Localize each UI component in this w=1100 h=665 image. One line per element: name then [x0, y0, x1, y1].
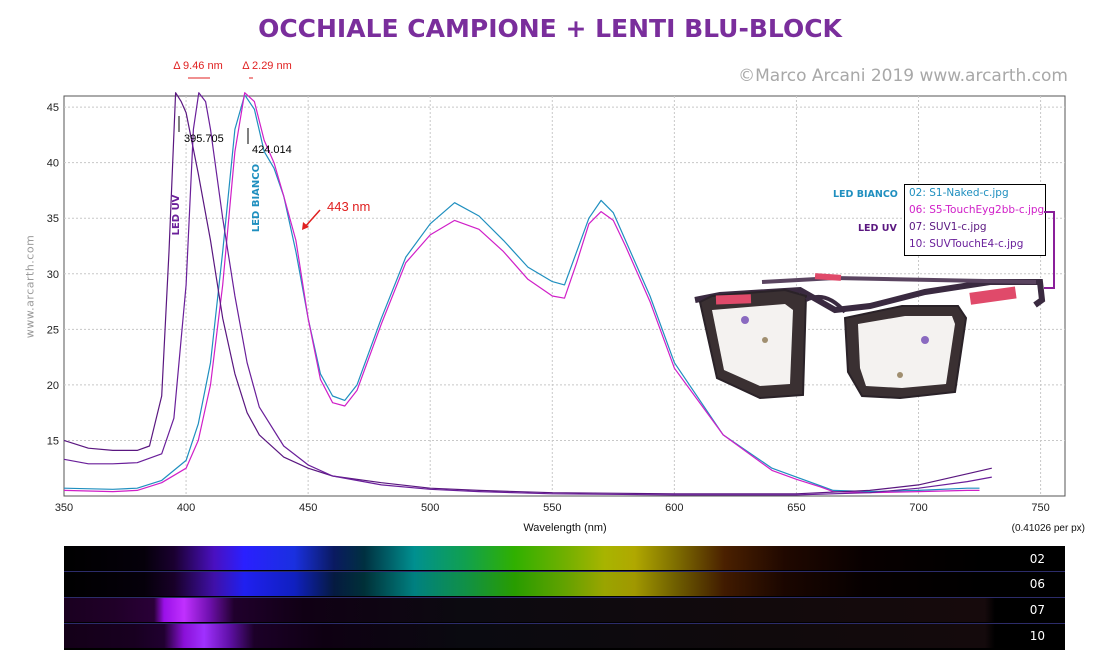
marker-443-arrowhead [302, 222, 309, 230]
legend-tag-led-bianco: LED BIANCO [833, 189, 898, 200]
x-tick-label: 750 [1031, 502, 1049, 514]
y-tick-label: 15 [47, 435, 59, 447]
copyright-text: ©Marco Arcani 2019 www.arcarth.com [738, 66, 1068, 86]
peak2-label: 424.014 [252, 144, 292, 156]
x-tick-label: 550 [543, 502, 561, 514]
x-tick-label: 700 [909, 502, 927, 514]
strip-label-06: 06 [1029, 577, 1045, 591]
y-tick-label: 40 [47, 158, 59, 170]
led-uv-vertical-label: LED UV [171, 194, 182, 235]
legend-item-02: 02: S1-Naked-c.jpg [909, 187, 1009, 199]
x-tick-label: 400 [177, 502, 195, 514]
x-tick-label: 450 [299, 502, 317, 514]
marker-443-arrow [303, 209, 321, 229]
strip-separator [64, 623, 1065, 624]
peak1-label: 395.705 [184, 133, 224, 145]
series-line-3 [63, 92, 992, 495]
spectrum-strip-06 [64, 572, 1065, 596]
spectrum-strip-07 [64, 598, 1065, 622]
y-axis-ticks: 15 20 25 30 35 40 45 [47, 102, 59, 447]
y-tick-label: 45 [47, 102, 59, 114]
resolution-note: (0.41026 per px) [1012, 523, 1085, 534]
x-axis-ticks: 350 400 450 500 550 600 650 700 750 [55, 502, 1050, 514]
x-tick-label: 350 [55, 502, 73, 514]
y-tick-label: 20 [47, 380, 59, 392]
spectrum-strips: 02 06 07 10 [64, 546, 1065, 650]
eyeglasses-illustration [694, 273, 1046, 400]
x-axis-label: Wavelength (nm) [523, 522, 606, 534]
strip-separator [64, 571, 1065, 572]
strip-separator [64, 597, 1065, 598]
strip-label-10: 10 [1029, 629, 1045, 643]
strip-label-02: 02 [1029, 552, 1045, 566]
legend-tag-led-uv: LED UV [858, 223, 897, 234]
x-tick-label: 600 [665, 502, 683, 514]
series-line-4 [63, 92, 992, 496]
delta1-label: Δ 9.46 nm [173, 60, 223, 72]
legend-item-07: 07: SUV1-c.jpg [909, 221, 987, 233]
chart-legend: 02: S1-Naked-c.jpg 06: S5-TouchEyg2bb-c.… [904, 184, 1046, 256]
x-tick-label: 500 [421, 502, 439, 514]
delta2-label: Δ 2.29 nm [242, 60, 292, 72]
chart-title: OCCHIALE CAMPIONE + LENTI BLU-BLOCK [258, 14, 842, 43]
legend-bracket [1044, 211, 1055, 289]
series-line-1 [63, 94, 980, 493]
spectrum-strip-10 [64, 624, 1065, 648]
series-lines [63, 92, 992, 496]
spectrum-chart: 350 400 450 500 550 600 650 700 750 15 20 25 30 35 40… [47, 60, 1085, 534]
y-tick-label: 30 [47, 269, 59, 281]
strip-label-07: 07 [1029, 603, 1045, 617]
y-tick-label: 35 [47, 213, 59, 225]
x-tick-label: 650 [787, 502, 805, 514]
legend-item-10: 10: SUVTouchE4-c.jpg [909, 238, 1024, 250]
legend-item-06: 06: S5-TouchEyg2bb-c.jpg [909, 204, 1045, 216]
spectrum-strip-02 [64, 546, 1065, 570]
led-bianco-vertical-label: LED BIANCO [251, 164, 262, 232]
y-tick-label: 25 [47, 324, 59, 336]
marker-443-label: 443 nm [327, 199, 370, 214]
